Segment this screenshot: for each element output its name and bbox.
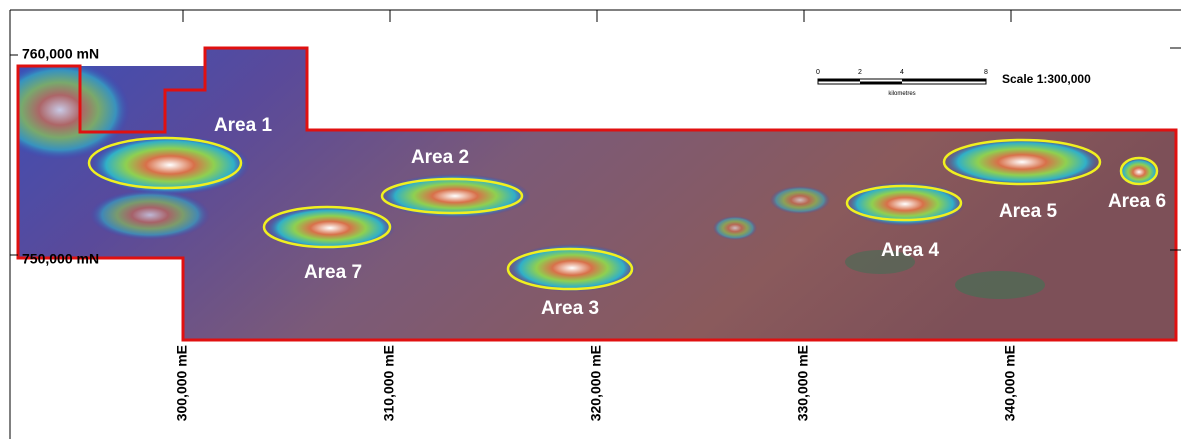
easting-label: 340,000 mE <box>1002 345 1018 421</box>
scale-tick-label: 2 <box>858 69 862 76</box>
area-label: Area 7 <box>304 262 362 283</box>
area-label: Area 3 <box>541 298 599 319</box>
area-label: Area 5 <box>999 201 1058 222</box>
scale-label: Scale 1:300,000 <box>1002 72 1091 86</box>
easting-label: 300,000 mE <box>174 345 190 421</box>
area-label: Area 2 <box>411 147 469 168</box>
scale-unit: kilometres <box>888 91 915 97</box>
scale-tick-label: 4 <box>900 69 904 76</box>
scale-tick-label: 8 <box>984 69 988 76</box>
northing-label: 750,000 mN <box>22 251 99 267</box>
easting-label: 330,000 mE <box>795 345 811 421</box>
area-label: Area 6 <box>1108 191 1166 212</box>
scale-tick-label: 0 <box>816 69 820 76</box>
area-label: Area 4 <box>881 240 940 261</box>
map: 760,000 mN 750,000 mN 300,000 mE 310,000 mE… <box>0 0 1181 439</box>
area-label: Area 1 <box>214 115 273 136</box>
easting-label: 310,000 mE <box>381 345 397 421</box>
scale-bar <box>818 79 986 84</box>
easting-label: 320,000 mE <box>588 345 604 421</box>
northing-label: 760,000 mN <box>22 46 99 62</box>
